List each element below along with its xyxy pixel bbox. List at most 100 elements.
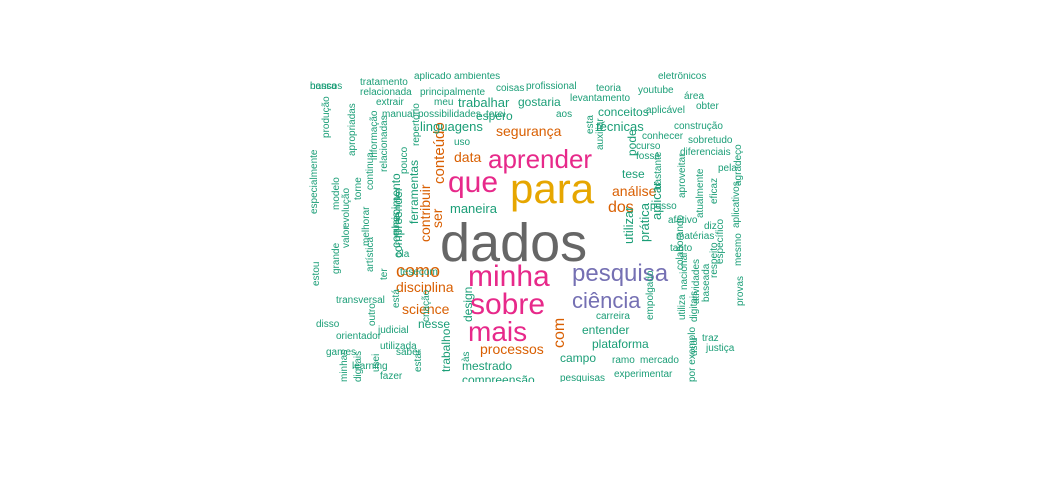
word-79: eficaz xyxy=(709,177,720,204)
word-98: experimentar xyxy=(614,369,673,380)
word-15: dos xyxy=(608,199,634,216)
word-35: campo xyxy=(560,351,597,365)
word-29: tese xyxy=(622,167,645,181)
word-13: processos xyxy=(480,341,544,357)
word-40: trabalho xyxy=(439,328,453,372)
word-96: ramo xyxy=(612,355,635,366)
word-76: atualmente xyxy=(695,168,706,218)
word-80: posso xyxy=(650,201,677,212)
word-118: ter xyxy=(379,268,390,280)
word-83: matérias xyxy=(676,231,715,242)
word-60: manual xyxy=(382,109,415,120)
word-58: meu xyxy=(434,97,454,108)
word-140: digitais xyxy=(353,350,364,382)
word-109: learning xyxy=(352,361,388,372)
word-48: principalmente xyxy=(420,87,486,98)
word-8: pesquisa xyxy=(572,260,669,287)
word-133: informação xyxy=(369,110,380,160)
word-36: mestrado xyxy=(462,359,513,373)
word-2: para xyxy=(510,165,595,212)
word-61: possibilidades xyxy=(418,109,481,120)
word-1: dados xyxy=(440,213,588,273)
word-93: empolgado xyxy=(645,270,656,320)
word-122: melhorar xyxy=(361,206,372,246)
word-62: terei xyxy=(486,109,506,120)
word-24: espero xyxy=(476,109,513,123)
word-57: extrair xyxy=(376,97,404,108)
word-129: torne xyxy=(353,177,364,200)
word-123: quais xyxy=(391,212,402,236)
word-70: uso xyxy=(454,137,471,148)
word-7: mais xyxy=(468,316,528,347)
word-104: às xyxy=(461,351,472,362)
word-54: levantamento xyxy=(570,93,631,104)
word-37: compreensão xyxy=(462,373,535,382)
word-134: apropriadas xyxy=(347,103,358,156)
word-14: science xyxy=(402,301,450,317)
word-126: valor xyxy=(341,226,352,248)
word-65: conhecer xyxy=(642,131,684,142)
word-68: diferenciais xyxy=(680,147,731,158)
word-84: tanto xyxy=(670,243,693,254)
word-10: com xyxy=(551,317,568,348)
word-38: nesse xyxy=(418,317,451,331)
word-49: coisas xyxy=(496,83,525,94)
word-33: entender xyxy=(582,323,630,337)
word-81: afetivo xyxy=(668,215,698,226)
word-111: outro xyxy=(367,303,378,326)
word-69: fosse xyxy=(636,151,660,162)
word-117: está xyxy=(391,289,402,308)
word-135: produção xyxy=(321,96,332,138)
word-97: mercado xyxy=(640,355,679,366)
word-142: nossa xyxy=(310,81,337,92)
word-6: aprender xyxy=(488,144,593,174)
word-72: auxiliar xyxy=(595,118,606,150)
word-143: bancos xyxy=(310,81,343,92)
word-99: traz xyxy=(702,333,719,344)
word-56: obter xyxy=(696,101,719,112)
word-12: disciplina xyxy=(396,279,454,295)
word-11: como xyxy=(396,261,441,281)
word-106: saber xyxy=(396,347,422,358)
word-90: nacional xyxy=(679,252,690,290)
word-136: especialmente xyxy=(309,149,320,214)
word-114: orientador xyxy=(336,331,382,342)
word-105: criação xyxy=(421,289,432,322)
word-139: minhas xyxy=(339,349,350,382)
word-34: plataforma xyxy=(592,337,649,351)
word-75: aproveitar xyxy=(677,153,688,198)
word-cloud-area: dados para que minha sobre aprender mais pesqui… xyxy=(300,72,760,382)
word-64: construção xyxy=(674,121,723,132)
word-116: transversal xyxy=(336,295,385,306)
word-55: área xyxy=(684,91,705,102)
word-46: aplicado ambientes xyxy=(414,72,501,82)
word-66: curso xyxy=(636,141,661,152)
word-45: tratamento xyxy=(360,77,408,88)
word-23: linguagens xyxy=(420,119,483,134)
word-115: disso xyxy=(316,319,340,330)
word-16: análise xyxy=(612,183,657,199)
word-124: estou xyxy=(311,261,322,286)
word-121: ela xyxy=(396,249,410,260)
word-50: profissional xyxy=(526,81,577,92)
word-39: design xyxy=(461,286,475,322)
word-26: conceitos xyxy=(598,105,649,119)
word-131: relacionadas xyxy=(379,115,390,172)
word-89: respeito xyxy=(709,242,720,278)
word-103: pesquisas xyxy=(560,373,606,383)
word-120: tesecom xyxy=(400,267,438,278)
word-87: mesmo xyxy=(733,233,744,266)
word-113: games xyxy=(326,347,357,358)
word-141: usei xyxy=(371,353,382,372)
word-18: data xyxy=(454,149,482,165)
word-52: eletrônicos xyxy=(658,72,707,82)
word-67: sobretudo xyxy=(688,135,733,146)
word-9: ciência xyxy=(572,288,641,313)
word-78: aplicativos xyxy=(731,181,742,228)
word-21: ser xyxy=(429,208,445,228)
word-25: gostaria xyxy=(518,95,561,109)
word-63: aos xyxy=(556,109,573,120)
word-107: fazer xyxy=(380,371,403,382)
word-51: teoria xyxy=(596,83,622,94)
